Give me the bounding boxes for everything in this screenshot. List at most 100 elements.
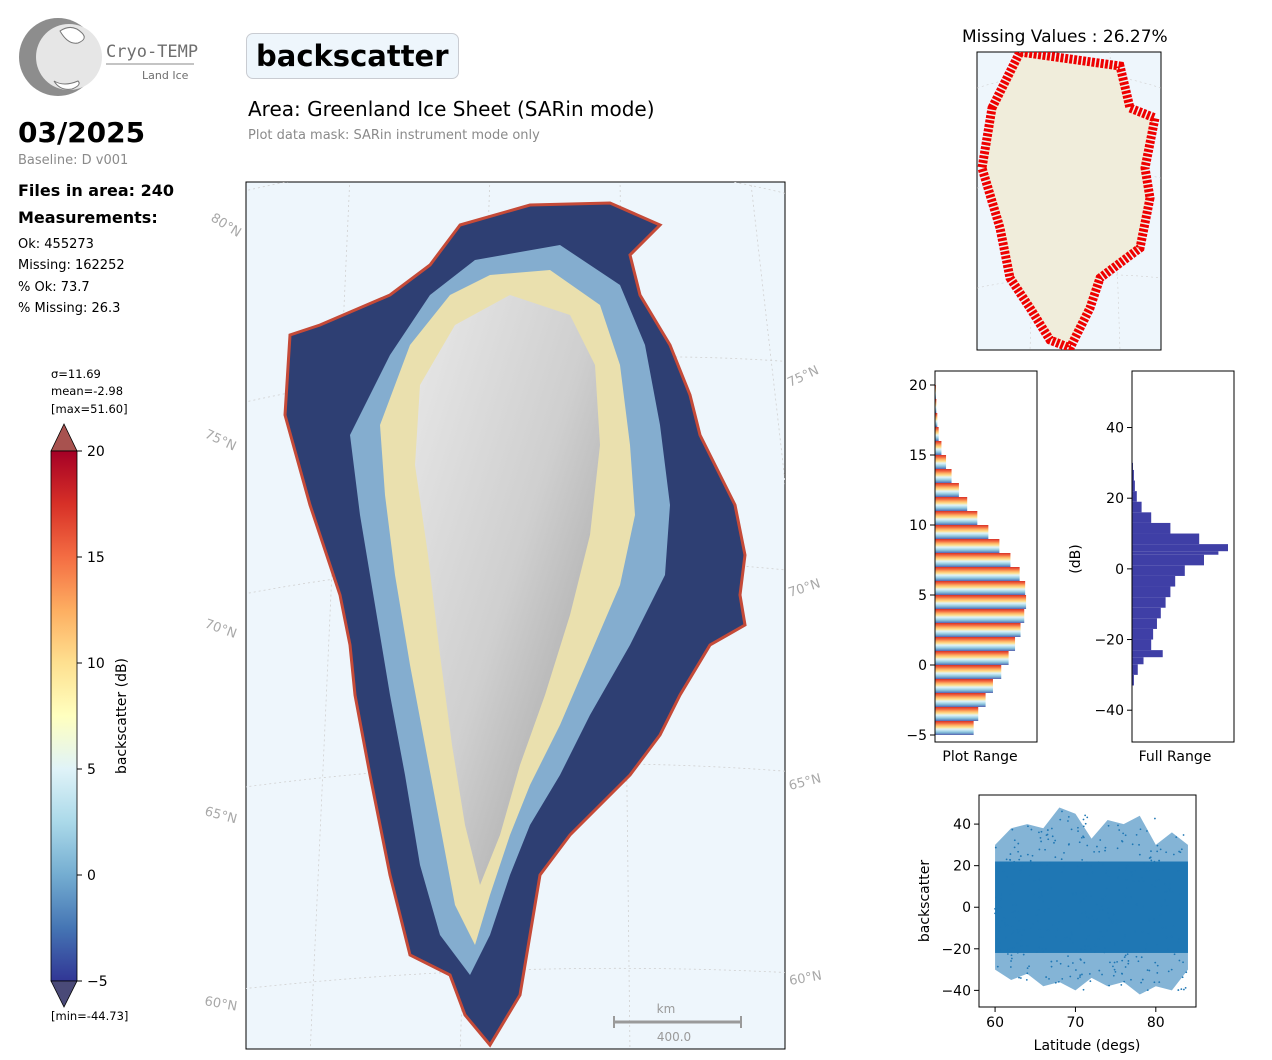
colorbar-mean: mean=-2.98 [51,384,124,398]
scatter-point [1101,905,1103,908]
scatter-point [1077,830,1079,833]
histogram-tick-label: 40 [1106,421,1124,437]
scatter-point [1156,972,1159,974]
scatter-point [1091,871,1094,874]
scatter-point [1131,843,1134,846]
histogram-bar [1132,554,1204,566]
histogram-bar [1132,491,1137,502]
scatter-point [1060,908,1063,911]
scatter-point [1082,818,1085,821]
scatter-point [1040,830,1043,833]
scatter-point [999,942,1002,944]
scatter-point [1146,830,1148,832]
scatter-point [1080,836,1083,839]
colorbar-tick-label: 15 [87,550,105,566]
histogram-bar [935,693,986,707]
area-label: Area: Greenland Ice Sheet (SARin mode) [248,97,655,121]
scatter-point [1009,858,1011,861]
scatter-point [1164,883,1167,886]
scatter-point [1146,969,1149,972]
logo-name: Cryo-TEMPO [106,42,198,62]
scatter-point [1041,936,1044,939]
scatter-point [1182,834,1185,836]
histogram-bar [935,721,974,735]
scatter-point [1125,878,1128,881]
scatter-point [1185,971,1188,974]
scatter-y-tick-label: 20 [953,859,971,875]
lat-label-left: 75°N [202,427,238,454]
scatter-point [1013,846,1016,849]
histogram-bar [1132,533,1200,545]
scatter-point [1047,892,1050,895]
scatter-point [1026,972,1029,975]
histogram-bar [935,679,993,693]
scatter-point [1146,867,1149,869]
scatter-point [1050,965,1053,968]
scatter-point [1156,844,1159,847]
scatter-point [1054,856,1057,859]
histogram-bar [935,553,1011,567]
scatter-point [1018,858,1021,861]
scatter-point [1075,969,1077,971]
scatter-point [1180,863,1183,866]
scatter-point [1075,949,1077,952]
scatter-point [1088,917,1091,919]
scatter-point [1019,855,1022,857]
scatter-point [1033,863,1035,866]
colorbar-tick-label: 20 [87,444,105,460]
scatter-point [1017,911,1020,914]
scatter-point [1046,829,1049,831]
colorbar-label: backscatter (dB) [114,658,130,774]
scatter-point [994,907,997,910]
scatter-point [1010,957,1013,960]
scatter-point [1060,858,1063,861]
scatter-point [1058,922,1061,925]
colorbar-max: [max=51.60] [51,402,128,416]
scatter-point [1040,864,1043,867]
scatter-point [1022,953,1025,956]
scatter-point [1138,843,1140,846]
scatter-point [1155,879,1158,882]
scatter-point [1038,878,1041,881]
scatter-point [1164,899,1166,902]
scatter-point [1094,943,1097,946]
colorbar-tick-label: 10 [87,656,105,672]
scatter-point [1009,950,1012,953]
colorbar-min: [min=-44.73] [51,1009,129,1023]
scatter-point [1151,883,1154,886]
scatter-point [1104,947,1106,949]
scatter-point [1183,988,1185,991]
scatter-point [1167,970,1170,973]
scatter-point [1040,891,1043,894]
scatter-point [1142,905,1144,908]
scatter-point [1031,923,1034,926]
scatter-point [1124,934,1126,937]
scatter-point [1158,981,1161,984]
scatter-point [1003,917,1006,920]
scatter-point [1124,966,1127,968]
scatter-point [1130,896,1132,899]
scatter-point [1012,946,1015,949]
scatter-point [1153,918,1155,920]
scatter-point [1156,850,1159,853]
scatter-point [1011,925,1014,928]
scatter-x-tick-label: 70 [1067,1015,1085,1031]
scatter-point [1025,978,1028,981]
scatter-point [1007,948,1010,951]
scatter-point [1133,930,1136,933]
scatter-point [1077,871,1080,873]
scatter-point [1084,911,1087,914]
scatter-point [1010,954,1013,957]
scatter-point [1137,960,1140,963]
histogram-bar [1132,657,1144,665]
histogram-tick-label: −5 [906,728,927,744]
scatter-point [1108,984,1110,987]
scatter-point [1000,920,1003,922]
scatter-point [1006,953,1009,955]
scatter-point [1082,891,1084,894]
scatter-point [1107,824,1110,827]
scatter-point [1112,913,1115,916]
scatter-point [1123,980,1126,983]
scatter-point [1099,909,1101,911]
scatter-point [1054,839,1057,842]
